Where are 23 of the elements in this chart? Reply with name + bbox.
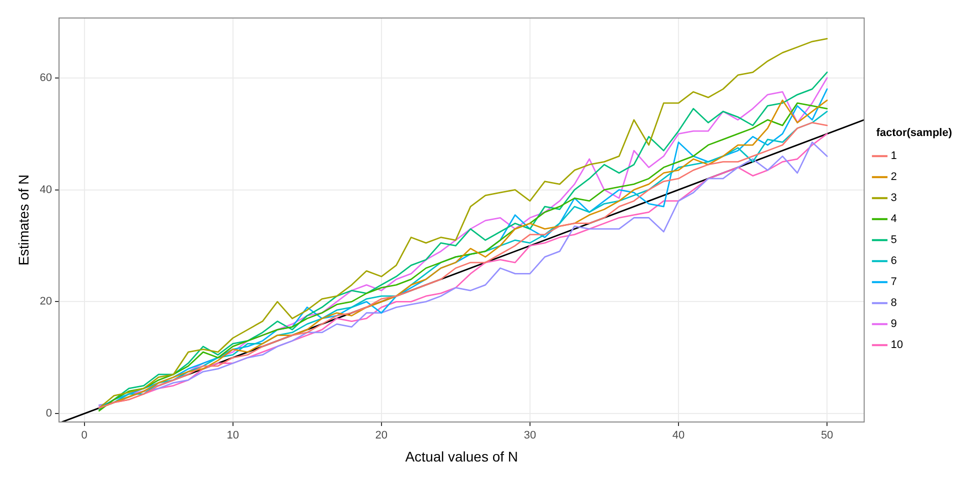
x-tick-label: 20: [375, 430, 388, 442]
legend-label: 1: [890, 150, 897, 162]
x-tick-label: 30: [524, 430, 536, 442]
legend-label: 4: [890, 213, 897, 226]
legend-title: factor(sample): [876, 126, 952, 139]
legend-label: 6: [890, 255, 897, 268]
x-tick-label: 0: [81, 430, 88, 442]
y-axis-title: Estimates of N: [15, 174, 32, 266]
x-tick-label: 50: [820, 430, 834, 442]
y-tick-label: 40: [40, 184, 52, 196]
legend-label: 3: [890, 192, 897, 204]
legend-label: 8: [890, 297, 897, 310]
x-tick-label: 40: [672, 430, 685, 442]
y-tick-label: 0: [46, 408, 52, 420]
legend-label: 9: [890, 318, 897, 330]
legend-label: 2: [890, 171, 897, 184]
legend-label: 10: [890, 339, 903, 352]
legend-label: 5: [890, 234, 897, 246]
x-axis-title: Actual values of N: [405, 448, 518, 464]
legend-label: 7: [890, 276, 897, 288]
y-tick-label: 60: [40, 72, 52, 84]
y-tick-label: 20: [40, 296, 52, 308]
x-tick-label: 10: [226, 430, 239, 442]
